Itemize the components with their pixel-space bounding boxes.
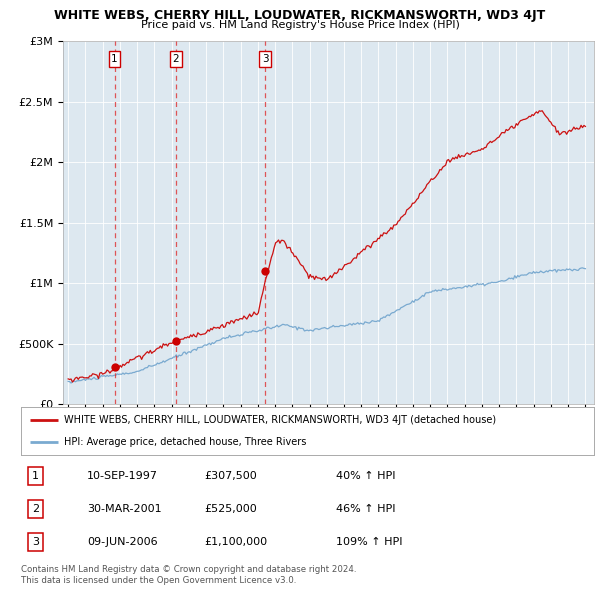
Text: WHITE WEBS, CHERRY HILL, LOUDWATER, RICKMANSWORTH, WD3 4JT: WHITE WEBS, CHERRY HILL, LOUDWATER, RICK…	[55, 9, 545, 22]
Text: 3: 3	[32, 537, 39, 547]
Text: 30-MAR-2001: 30-MAR-2001	[87, 504, 161, 514]
Text: Price paid vs. HM Land Registry's House Price Index (HPI): Price paid vs. HM Land Registry's House …	[140, 20, 460, 30]
Text: 3: 3	[262, 54, 269, 64]
Text: 10-SEP-1997: 10-SEP-1997	[87, 471, 158, 481]
Text: 1: 1	[111, 54, 118, 64]
Text: 109% ↑ HPI: 109% ↑ HPI	[336, 537, 403, 547]
Text: £1,100,000: £1,100,000	[205, 537, 268, 547]
Text: 1: 1	[32, 471, 39, 481]
Text: HPI: Average price, detached house, Three Rivers: HPI: Average price, detached house, Thre…	[64, 437, 307, 447]
Text: 2: 2	[32, 504, 39, 514]
Text: £525,000: £525,000	[205, 504, 257, 514]
Text: 09-JUN-2006: 09-JUN-2006	[87, 537, 158, 547]
Text: £307,500: £307,500	[205, 471, 257, 481]
Text: Contains HM Land Registry data © Crown copyright and database right 2024.
This d: Contains HM Land Registry data © Crown c…	[21, 565, 356, 585]
Text: 40% ↑ HPI: 40% ↑ HPI	[336, 471, 395, 481]
Text: WHITE WEBS, CHERRY HILL, LOUDWATER, RICKMANSWORTH, WD3 4JT (detached house): WHITE WEBS, CHERRY HILL, LOUDWATER, RICK…	[64, 415, 496, 425]
Text: 46% ↑ HPI: 46% ↑ HPI	[336, 504, 395, 514]
Text: 2: 2	[173, 54, 179, 64]
